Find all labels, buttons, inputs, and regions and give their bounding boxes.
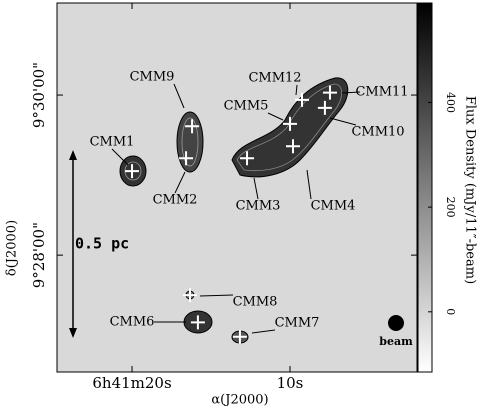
scale-bar-label: 0.5 pc — [75, 235, 129, 253]
source-label: CMM12 — [248, 71, 301, 86]
source-label: CMM7 — [275, 316, 320, 331]
source-label: CMM4 — [311, 199, 356, 214]
colorbar-tick-label: 400 — [444, 92, 457, 113]
y-axis-label: δ(J2000) — [5, 220, 20, 276]
colorbar-tick-label: 200 — [444, 197, 457, 218]
y-tick-label: 9°28'00" — [30, 222, 48, 288]
source-label: CMM5 — [224, 99, 269, 114]
source-label: CMM10 — [351, 125, 404, 140]
colorbar — [418, 3, 432, 372]
source-label: CMM6 — [110, 315, 155, 330]
colorbar-tick-label: 0 — [444, 308, 457, 315]
x-axis-label: α(J2000) — [211, 393, 268, 408]
beam-label: beam — [379, 335, 413, 348]
figure: 0.5 pc beam α(J2000) δ(J2000) Flux Densi… — [0, 0, 481, 409]
source-label: CMM9 — [130, 70, 175, 85]
colorbar-label: Flux Density (mJy/11″-beam) — [463, 96, 478, 284]
source-label: CMM11 — [355, 85, 408, 100]
x-tick-label: 10s — [277, 374, 304, 392]
source-label: CMM2 — [153, 193, 198, 208]
y-tick-label: 9°30'00" — [30, 62, 48, 128]
x-tick-label: 6h41m20s — [92, 374, 171, 392]
beam — [388, 315, 404, 331]
source-label: CMM3 — [236, 199, 281, 214]
source-label: CMM1 — [90, 135, 135, 150]
source-label: CMM8 — [233, 295, 278, 310]
